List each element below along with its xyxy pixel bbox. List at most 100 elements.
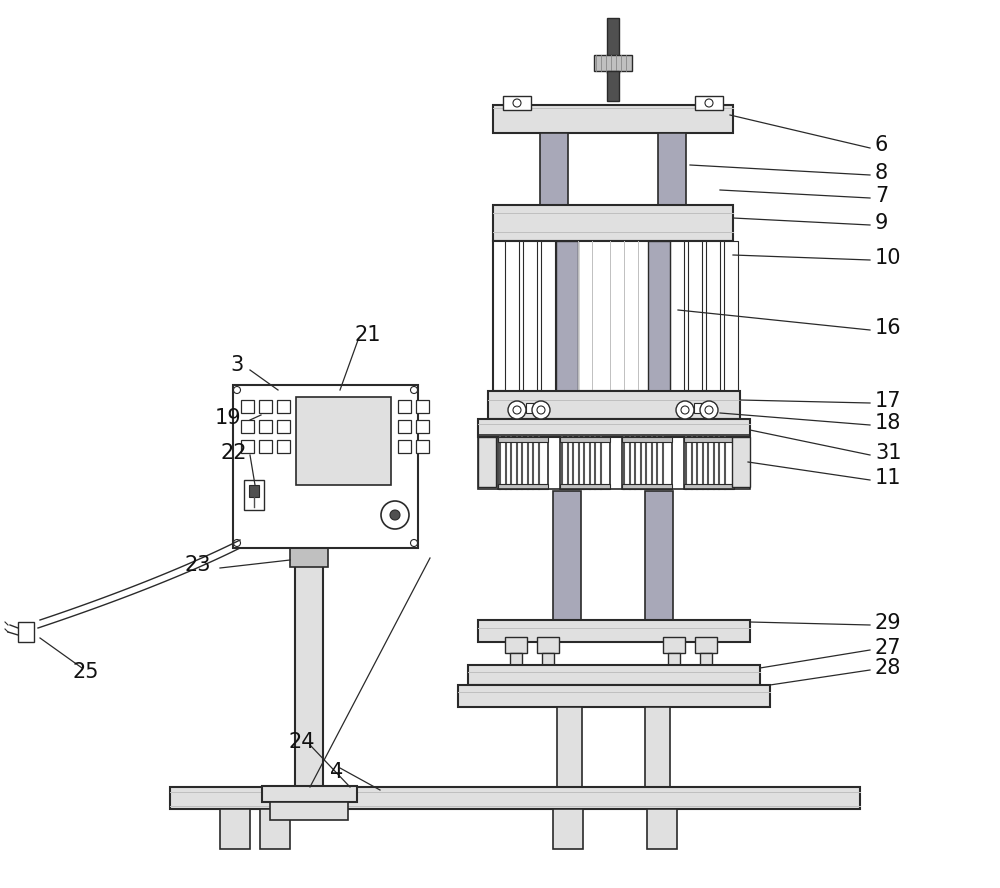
Bar	[542, 653, 554, 665]
Bar	[553, 809, 583, 849]
Text: 24: 24	[288, 732, 314, 752]
Bar	[523, 241, 537, 391]
Text: 19: 19	[215, 408, 242, 428]
Bar	[684, 437, 734, 442]
Bar	[622, 437, 672, 489]
Bar	[498, 437, 548, 442]
Bar	[416, 400, 429, 413]
Bar	[706, 241, 720, 391]
Bar	[170, 787, 860, 809]
Circle shape	[513, 406, 521, 414]
Text: 4: 4	[330, 762, 343, 782]
Bar	[560, 437, 610, 442]
Bar	[700, 653, 712, 665]
Circle shape	[705, 406, 713, 414]
Circle shape	[681, 406, 689, 414]
Text: 31: 31	[875, 443, 902, 463]
Bar	[290, 547, 328, 567]
Circle shape	[234, 386, 240, 393]
Text: 27: 27	[875, 638, 902, 658]
Bar	[493, 205, 733, 241]
Bar	[622, 437, 672, 442]
Bar	[658, 133, 686, 205]
Circle shape	[700, 401, 718, 419]
Bar	[416, 440, 429, 453]
Bar	[503, 96, 531, 110]
Text: 22: 22	[220, 443, 246, 463]
Bar	[493, 105, 733, 133]
Circle shape	[676, 401, 694, 419]
Bar	[594, 55, 632, 71]
Circle shape	[411, 540, 418, 546]
Text: 7: 7	[875, 186, 888, 206]
Bar	[622, 484, 672, 489]
Bar	[478, 419, 750, 437]
Text: 10: 10	[875, 248, 902, 268]
Text: 11: 11	[875, 468, 902, 488]
Bar	[259, 420, 272, 433]
Bar	[241, 440, 254, 453]
Bar	[277, 400, 290, 413]
Bar	[478, 620, 750, 642]
Circle shape	[234, 540, 240, 546]
Bar	[553, 491, 581, 620]
Bar	[505, 637, 527, 653]
Bar	[695, 96, 723, 110]
Circle shape	[537, 406, 545, 414]
Bar	[295, 565, 323, 790]
Bar	[398, 420, 411, 433]
Bar	[510, 653, 522, 665]
Bar	[645, 707, 670, 787]
Bar	[688, 241, 702, 391]
Bar	[260, 809, 290, 849]
Bar	[498, 484, 548, 489]
Bar	[541, 241, 555, 391]
Bar	[684, 484, 734, 489]
Bar	[493, 241, 733, 391]
Bar	[296, 397, 391, 485]
Circle shape	[390, 510, 400, 520]
Text: 8: 8	[875, 163, 888, 183]
Bar	[670, 241, 684, 391]
Bar	[241, 420, 254, 433]
Bar	[695, 637, 717, 653]
Bar	[398, 400, 411, 413]
Bar	[478, 435, 750, 489]
Bar	[468, 665, 760, 685]
Bar	[647, 809, 677, 849]
Bar	[556, 241, 578, 391]
Text: 18: 18	[875, 413, 901, 433]
Bar	[724, 241, 738, 391]
Bar	[241, 400, 254, 413]
Circle shape	[532, 401, 550, 419]
Bar	[537, 637, 559, 653]
Bar	[249, 485, 259, 497]
Text: 3: 3	[230, 355, 243, 375]
Bar	[540, 133, 568, 205]
Text: 16: 16	[875, 318, 902, 338]
Bar	[416, 420, 429, 433]
Text: 23: 23	[185, 555, 212, 575]
Bar	[398, 440, 411, 453]
Text: 17: 17	[875, 391, 902, 411]
Bar	[498, 437, 548, 489]
Bar	[663, 637, 685, 653]
Bar	[458, 685, 770, 707]
Circle shape	[381, 501, 409, 529]
Circle shape	[411, 386, 418, 393]
Bar	[607, 71, 619, 101]
Text: 29: 29	[875, 613, 902, 633]
Bar	[220, 809, 250, 849]
Bar	[526, 403, 536, 413]
Bar	[478, 437, 496, 487]
Bar	[277, 440, 290, 453]
Circle shape	[508, 401, 526, 419]
Bar	[277, 420, 290, 433]
Bar	[560, 484, 610, 489]
Bar	[233, 385, 418, 548]
Bar	[684, 437, 734, 489]
Bar	[244, 480, 264, 510]
Bar	[694, 403, 704, 413]
Bar	[559, 241, 573, 391]
Bar	[270, 802, 348, 820]
